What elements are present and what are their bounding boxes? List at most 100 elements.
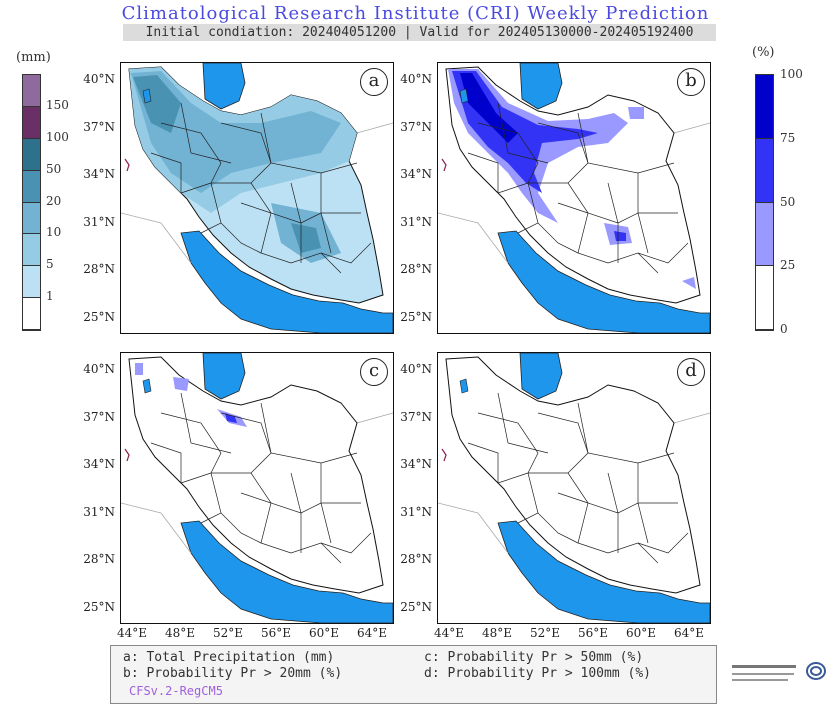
caspian-sea [519, 63, 563, 110]
province-border [537, 512, 579, 544]
precip-colorbar-swatch [23, 234, 40, 267]
neighbor-border [673, 412, 710, 424]
province-border [557, 202, 659, 274]
precip-region [135, 363, 143, 375]
precip-colorbar-swatch [23, 138, 40, 171]
precip-colorbar-tick: 100 [46, 129, 69, 144]
province-border [320, 242, 372, 264]
lon-label: 56°E [577, 626, 609, 640]
precip-region [460, 73, 518, 143]
precip-colorbar [22, 74, 41, 331]
map-panel-d: d [437, 352, 711, 624]
lat-label: 25°N [400, 599, 432, 614]
precip-region [628, 107, 644, 119]
precip-colorbar-swatch [23, 298, 40, 330]
panel-label-b: b [677, 68, 705, 96]
province-border [240, 492, 342, 564]
precip-region [682, 277, 696, 289]
lon-label: 60°E [625, 626, 657, 640]
probability-colorbar-tick: 25 [780, 258, 796, 273]
province-border [240, 202, 342, 274]
province-border [637, 532, 689, 554]
province-border [497, 102, 549, 164]
province-border [180, 182, 222, 234]
probability-colorbar-tick: 100 [780, 67, 803, 81]
province-border [497, 392, 549, 454]
map-svg [438, 63, 710, 333]
neighbor-border [121, 502, 192, 554]
province-border [637, 173, 649, 254]
neighbor-border [121, 212, 192, 264]
province-border [607, 472, 619, 553]
lake-urmia [142, 378, 152, 394]
province-border [160, 122, 222, 184]
probability-colorbar-swatch [756, 202, 773, 267]
province-border [290, 472, 302, 553]
province-border [160, 412, 222, 474]
lake-urmia [459, 88, 469, 104]
cri-logo-icon [732, 662, 826, 681]
province-border [150, 442, 182, 483]
province-border [290, 182, 302, 263]
province-border [528, 182, 678, 224]
lat-label: 34°N [83, 457, 115, 471]
panel-label-c: c [360, 358, 388, 386]
persian-gulf [497, 520, 710, 623]
precip-region [173, 377, 189, 391]
province-border [220, 512, 262, 544]
lat-label: 40°N [400, 362, 432, 376]
province-border [220, 412, 272, 474]
lat-label: 28°N [83, 552, 115, 566]
lat-label: 28°N [400, 262, 432, 276]
precip-region [225, 413, 237, 423]
lat-label: 37°N [400, 409, 432, 424]
caspian-sea [202, 353, 246, 400]
right-scale-unit: (%) [752, 45, 775, 60]
coast-mark [124, 448, 130, 462]
left-scale-unit: (mm) [16, 50, 51, 65]
map-panel-a: a [120, 62, 394, 334]
province-border [577, 112, 675, 174]
province-border [320, 532, 372, 554]
map-svg [121, 63, 393, 333]
precip-colorbar-tick: 50 [46, 161, 62, 176]
lon-label: 44°E [433, 626, 465, 640]
iran-outline [445, 356, 701, 594]
province-border [477, 122, 539, 184]
legend-c: c: Probability Pr > 50mm (%) [424, 650, 644, 665]
legend-a: a: Total Precipitation (mm) [123, 650, 335, 665]
lon-label: 52°E [212, 626, 244, 640]
model-name: CFSv.2-RegCM5 [129, 684, 223, 698]
lon-label: 48°E [481, 626, 513, 640]
province-border [220, 222, 262, 254]
precip-colorbar-tick: 150 [46, 97, 69, 112]
province-border [577, 402, 675, 464]
province-border [260, 112, 358, 174]
lat-label: 34°N [83, 167, 115, 181]
province-border [537, 222, 579, 254]
caspian-sea [519, 353, 563, 400]
province-border [180, 472, 222, 524]
lat-label: 28°N [83, 262, 115, 276]
lon-label: 44°E [116, 626, 148, 640]
precip-region [614, 231, 626, 241]
province-border [497, 182, 539, 234]
lat-label: 37°N [83, 409, 115, 424]
map-svg [438, 353, 710, 623]
persian-gulf [180, 520, 393, 623]
probability-colorbar-tick: 50 [780, 194, 796, 209]
province-border [537, 122, 589, 184]
lat-label: 37°N [400, 119, 432, 134]
lat-label: 31°N [83, 214, 115, 229]
lon-label: 64°E [356, 626, 388, 640]
province-border [528, 472, 678, 514]
legend-b: b: Probability Pr > 20mm (%) [123, 666, 343, 681]
map-panel-c: c [120, 352, 394, 624]
province-border [637, 242, 689, 264]
province-border [557, 492, 659, 564]
probability-colorbar-tick: 75 [780, 130, 796, 145]
persian-gulf [180, 230, 393, 333]
probability-colorbar-swatch [756, 75, 773, 139]
precip-colorbar-swatch [23, 266, 40, 299]
province-border [637, 463, 649, 544]
